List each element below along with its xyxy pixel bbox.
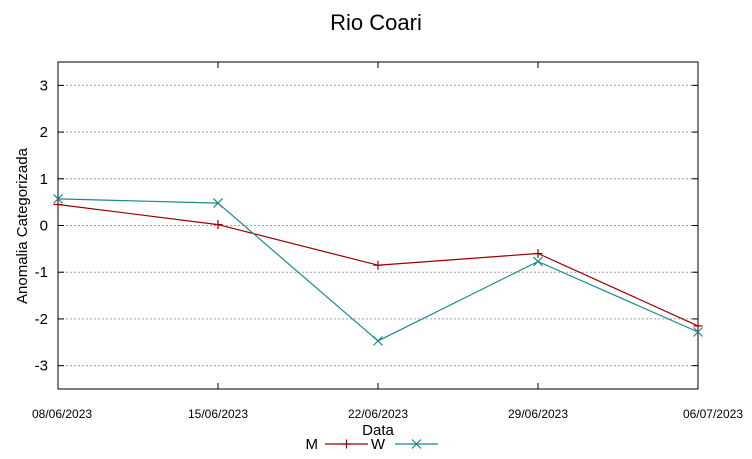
y-axis-label: Anomalia Categorizada [14, 147, 31, 304]
x-axis: 08/06/2023 15/06/2023 22/06/2023 29/06/2023… [32, 62, 743, 421]
data-point-M [53, 199, 63, 209]
grid-lines [58, 84, 698, 367]
series-line-W [57, 198, 699, 342]
y-tick-label: -1 [35, 264, 48, 281]
data-point-W [533, 256, 543, 267]
y-tick-label: -2 [35, 311, 48, 328]
x-tick-label: 29/06/2023 [508, 407, 568, 421]
data-point-W [213, 198, 223, 209]
x-tick-label: 06/07/2023 [683, 407, 743, 421]
series-layer [53, 193, 703, 346]
y-tick-label: 2 [40, 124, 48, 141]
y-tick-label: 1 [40, 171, 48, 188]
data-point-W [693, 327, 703, 337]
legend-marker-W [411, 439, 422, 449]
data-point-W [53, 193, 63, 204]
x-tick-label: 22/06/2023 [348, 407, 408, 421]
x-axis-label: Data [362, 422, 394, 439]
x-tick-label: 08/06/2023 [32, 407, 92, 421]
data-point-W [373, 335, 383, 346]
y-tick-label: 0 [40, 218, 48, 235]
x-tick-label: 15/06/2023 [188, 407, 248, 421]
y-tick-label: -3 [35, 358, 48, 375]
y-tick-label: 3 [40, 77, 48, 94]
chart-title: Rio Coari [330, 10, 422, 35]
data-point-M [693, 321, 703, 331]
legend-label-M: M [306, 436, 319, 453]
legend-label-W: W [371, 436, 386, 453]
legend-marker-M [342, 439, 351, 449]
y-axis: 3 2 1 0 -1 -2 -3 [35, 77, 698, 375]
data-point-M [533, 249, 543, 259]
data-point-M [373, 260, 383, 270]
data-point-M [213, 220, 223, 230]
